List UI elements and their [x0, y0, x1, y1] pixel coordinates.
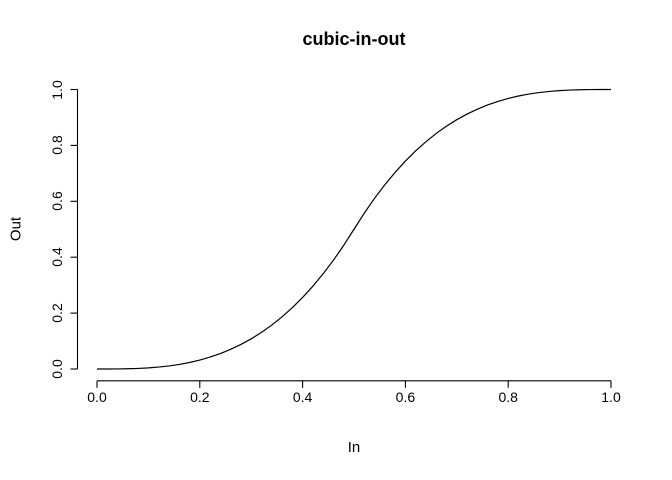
x-tick-label: 0.6: [395, 389, 416, 405]
y-tick-label: 0.8: [49, 135, 65, 156]
x-axis-label: In: [347, 439, 361, 456]
x-tick-label: 0.2: [190, 389, 210, 405]
y-tick-label: 0.4: [49, 247, 65, 267]
y-tick-label: 0.6: [49, 191, 65, 212]
y-axis-label: Out: [7, 216, 25, 242]
plot-title: cubic-in-out: [302, 29, 406, 49]
x-tick-label: 0.8: [498, 389, 518, 405]
y-tick-label: 0.2: [49, 303, 65, 323]
x-tick-label: 0.0: [87, 389, 107, 405]
y-tick-label: 1.0: [49, 79, 65, 100]
y-tick-label: 0.0: [49, 359, 65, 379]
x-tick-label: 1.0: [601, 389, 621, 405]
x-tick-label: 0.4: [292, 389, 313, 405]
